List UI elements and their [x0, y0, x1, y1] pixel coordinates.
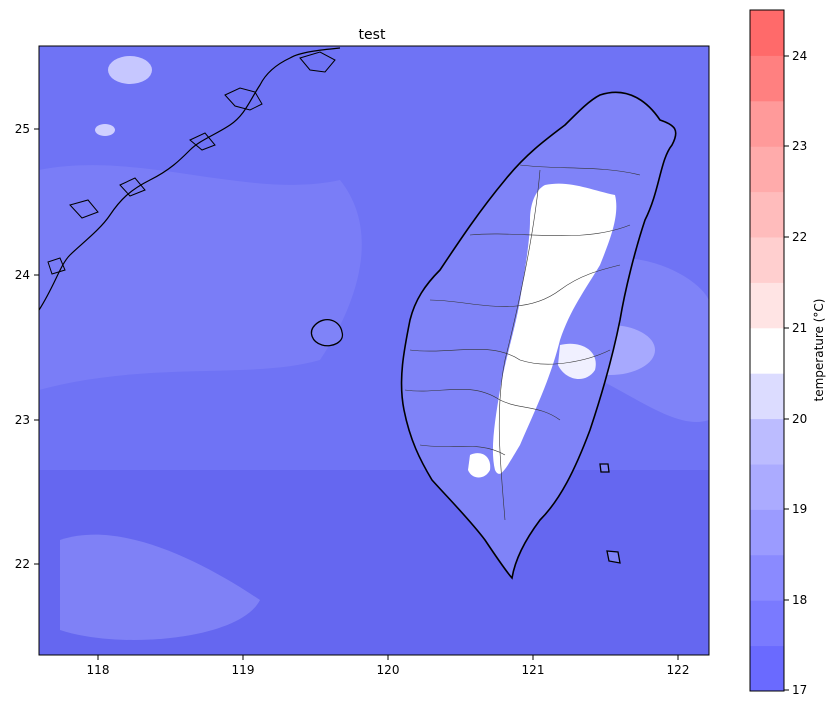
colorbar-segment	[750, 146, 784, 193]
colorbar-tick-label: 17	[792, 683, 807, 697]
y-tick-label: 25	[15, 122, 30, 136]
colorbar-frame	[749, 9, 785, 692]
colorbar-tick-label: 22	[792, 230, 807, 244]
x-axis: 118 119 120 121 122	[87, 655, 690, 677]
temperature-band-east	[600, 258, 709, 422]
county-boundaries	[404, 164, 641, 521]
colorbar-tick-label: 21	[792, 321, 807, 335]
green-island	[599, 463, 610, 473]
mainland-islands	[47, 51, 336, 275]
temperature-patch-northwest	[108, 56, 152, 84]
mountain-warm-zone	[492, 183, 617, 474]
temperature-band-strait	[39, 165, 362, 390]
temperature-band-southwest	[60, 534, 260, 640]
y-tick-label: 23	[15, 413, 30, 427]
colorbar-segment	[750, 554, 784, 601]
y-tick-label: 24	[15, 268, 30, 282]
colorbar-segment	[750, 373, 784, 420]
colorbar-segment	[750, 10, 784, 56]
colorbar-label: temperature (°C)	[812, 299, 826, 402]
x-tick-label: 121	[522, 663, 545, 677]
map-area	[39, 46, 709, 655]
orchid-island	[606, 550, 621, 564]
axes-frame	[38, 45, 710, 656]
temperature-patch-north	[95, 124, 115, 136]
colorbar-segment	[750, 418, 784, 465]
colorbar-segment	[750, 600, 784, 647]
colorbar-segment	[750, 191, 784, 238]
colorbar-tick-label: 24	[792, 49, 807, 63]
y-tick-label: 22	[15, 557, 30, 571]
mountain-warm-zone-east	[558, 343, 596, 380]
colorbar-segment	[750, 237, 784, 283]
mainland-coastline	[39, 47, 341, 311]
colorbar	[750, 10, 784, 692]
colorbar-segment	[750, 509, 784, 556]
colorbar-segment	[750, 100, 784, 147]
colorbar-segment	[750, 282, 784, 329]
colorbar-ticks: 17 18 19 20 21 22 23 24	[784, 49, 807, 697]
x-tick-label: 118	[87, 663, 110, 677]
colorbar-segment	[750, 464, 784, 510]
colorbar-segment	[750, 645, 784, 692]
penghu-islands	[310, 319, 344, 347]
x-tick-label: 120	[377, 663, 400, 677]
y-axis: 22 23 24 25	[15, 122, 39, 571]
colorbar-segment	[750, 55, 784, 102]
colorbar-tick-label: 20	[792, 412, 807, 426]
colorbar-tick-label: 23	[792, 139, 807, 153]
colorbar-tick-label: 19	[792, 502, 807, 516]
colorbar-tick-label: 18	[792, 593, 807, 607]
chart-title: test	[359, 27, 386, 43]
mountain-warm-zone-small	[468, 453, 491, 478]
x-tick-label: 122	[667, 663, 690, 677]
colorbar-segment	[750, 327, 784, 374]
x-tick-label: 119	[232, 663, 255, 677]
